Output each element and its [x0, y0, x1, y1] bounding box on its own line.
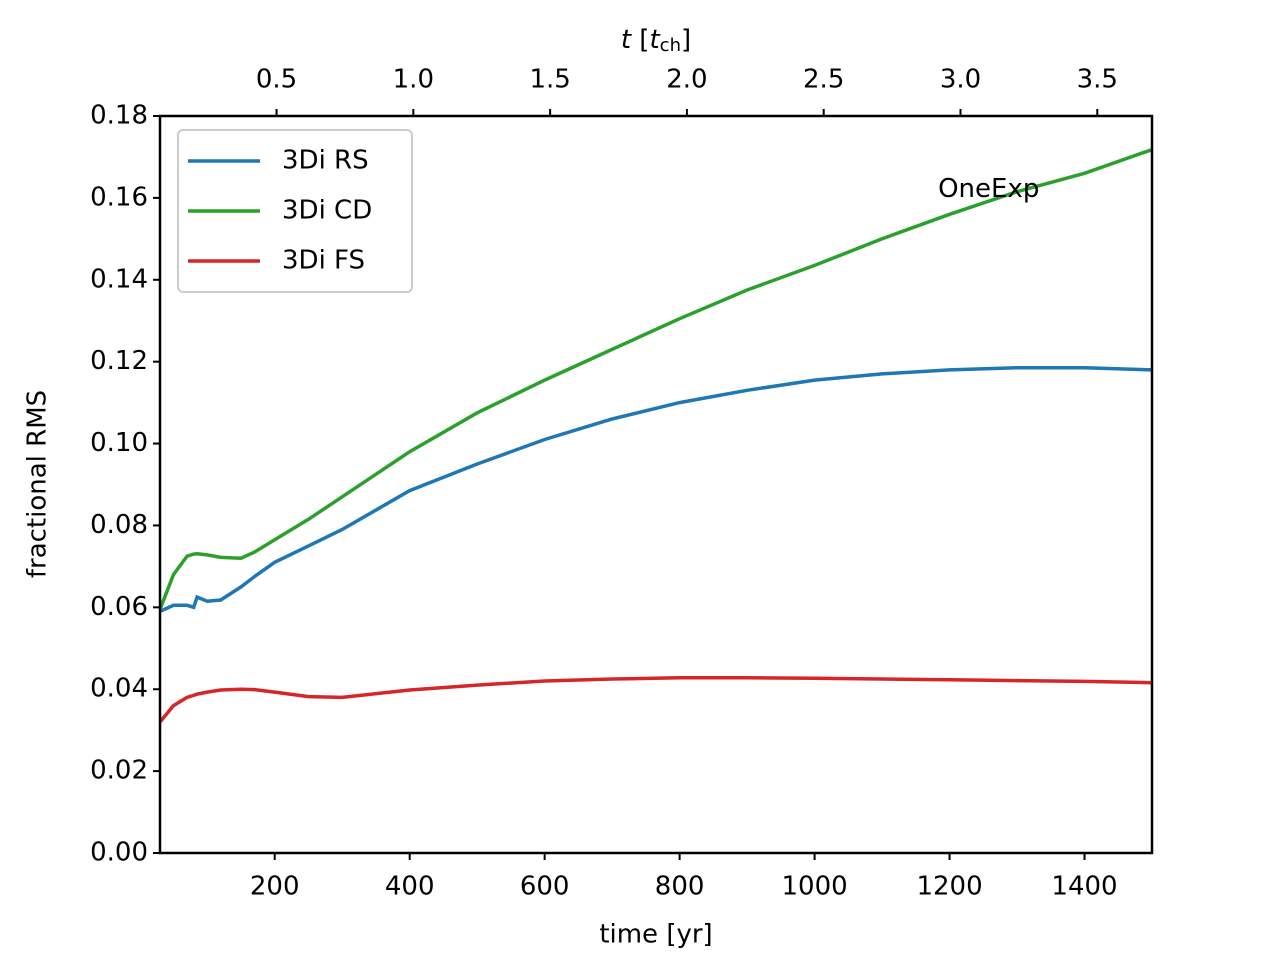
label-part: t	[649, 25, 660, 55]
x-tick-label: 400	[385, 872, 435, 902]
y-tick-label: 0.12	[90, 346, 148, 376]
y-tick-label: 0.00	[90, 838, 148, 868]
x-tick-label: 1400	[1051, 872, 1117, 902]
line-series	[160, 147, 1152, 611]
top-tick-label: 0.5	[256, 65, 297, 95]
legend-label: 3Di CD	[282, 196, 372, 226]
y-tick-label: 0.02	[90, 756, 148, 786]
y-tick-label: 0.06	[90, 592, 148, 622]
top-tick-label: 3.5	[1077, 65, 1118, 95]
x-tick-label: 600	[520, 872, 570, 902]
x-tick-label: 1000	[781, 872, 847, 902]
top-tick-label: 2.0	[666, 65, 707, 95]
y-tick-label: 0.14	[90, 264, 148, 294]
y-tick-label: 0.08	[90, 510, 148, 540]
top-axis-label: t [tch]	[621, 25, 691, 57]
top-tick-label: 2.5	[803, 65, 844, 95]
legend-box	[177, 129, 413, 293]
x-tick-label: 800	[655, 872, 705, 902]
x-tick-label: 200	[250, 872, 300, 902]
label-part: ]	[681, 25, 691, 55]
y-tick-label: 0.18	[90, 101, 148, 131]
y-axis-label: fractional RMS	[23, 390, 53, 578]
top-tick-label: 3.0	[940, 65, 981, 95]
line-series	[160, 676, 1152, 724]
label-part: [	[631, 25, 649, 55]
y-tick-label: 0.10	[90, 428, 148, 458]
label-part: ch	[660, 35, 681, 56]
plot-frame	[158, 114, 1154, 855]
x-tick-label: 1200	[916, 872, 982, 902]
y-tick-label: 0.16	[90, 182, 148, 212]
legend-label: 3Di FS	[282, 246, 365, 276]
legend-label: 3Di RS	[282, 146, 369, 176]
annotation: OneExp	[938, 174, 1039, 204]
top-tick-label: 1.5	[529, 65, 570, 95]
top-tick-label: 1.0	[393, 65, 434, 95]
y-tick-label: 0.04	[90, 674, 148, 704]
label-part: t	[621, 25, 632, 55]
x-axis-label: time [yr]	[599, 920, 712, 950]
line-series	[160, 366, 1152, 613]
